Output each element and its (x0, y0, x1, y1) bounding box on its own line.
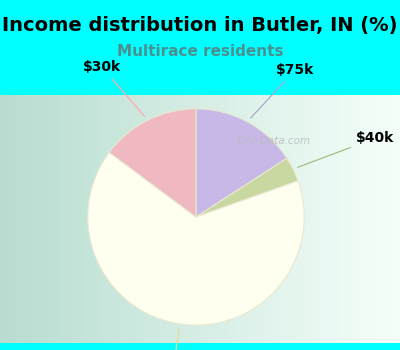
Text: $30k: $30k (83, 60, 145, 116)
Text: Multirace residents: Multirace residents (117, 44, 283, 59)
Text: $20k: $20k (152, 329, 190, 350)
Text: $40k: $40k (298, 131, 394, 167)
Text: City-Data.com: City-Data.com (236, 136, 310, 146)
Wedge shape (196, 158, 298, 217)
Wedge shape (196, 109, 287, 217)
Wedge shape (88, 152, 304, 325)
Text: $75k: $75k (251, 63, 314, 118)
Text: Income distribution in Butler, IN (%): Income distribution in Butler, IN (%) (2, 16, 398, 35)
Wedge shape (109, 109, 196, 217)
